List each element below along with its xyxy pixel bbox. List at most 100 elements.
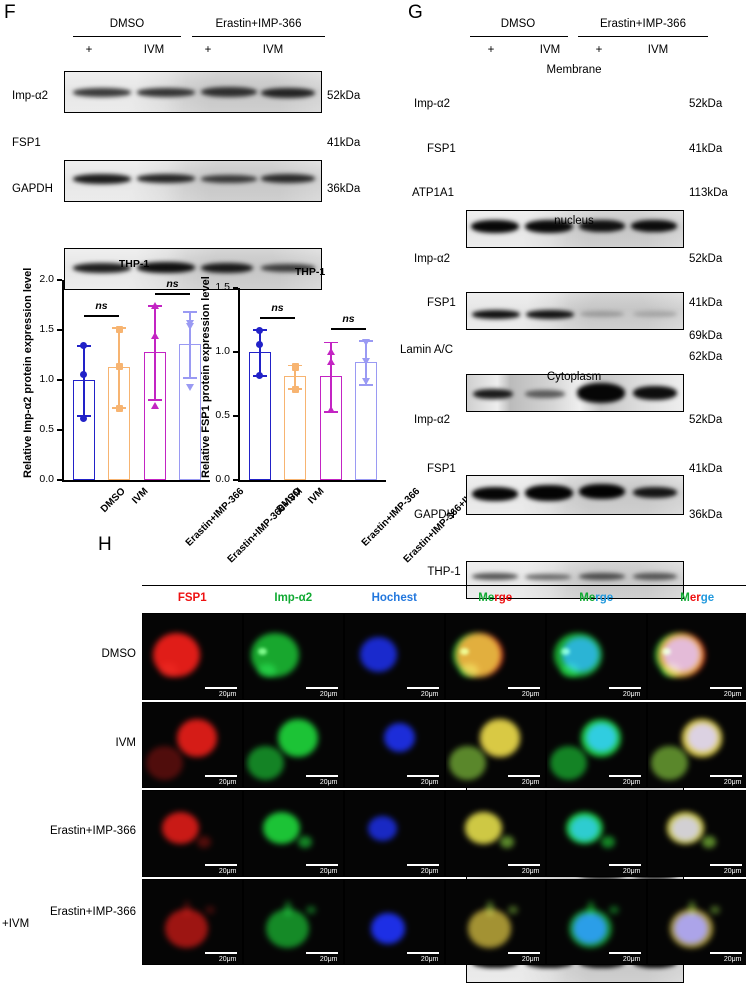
if-blob-blue bbox=[670, 815, 701, 841]
if-cell-r1-c3[interactable]: 20μm bbox=[445, 701, 546, 788]
if-cell-r2-c3[interactable]: 20μm bbox=[445, 790, 546, 877]
if-cell-r3-c1[interactable]: 20μm bbox=[243, 878, 344, 965]
if-cell-r3-c2[interactable]: 20μm bbox=[344, 878, 445, 965]
chart-1-errorbar bbox=[329, 341, 332, 411]
scale-bar bbox=[406, 775, 439, 777]
if-blob-red bbox=[197, 835, 211, 848]
chart-1-data-point bbox=[362, 378, 371, 386]
chart-0-ytick bbox=[57, 479, 62, 481]
scale-bar-label: 20μm bbox=[622, 867, 641, 875]
if-cell-r0-c0[interactable]: 20μm bbox=[142, 613, 243, 700]
if-cell-r3-c3[interactable]: 20μm bbox=[445, 878, 546, 965]
chart-0-errorbar-cap bbox=[147, 399, 162, 401]
panel-letter-g: G bbox=[408, 2, 423, 23]
if-punctum-green bbox=[459, 647, 469, 656]
if-blob-green bbox=[500, 835, 514, 848]
if-blob-green bbox=[702, 835, 716, 848]
if-blob-green bbox=[262, 812, 301, 845]
blot-g-group-header-dmso: DMSO bbox=[500, 18, 536, 30]
scale-bar bbox=[709, 775, 742, 777]
col-header-segment: Me bbox=[478, 592, 495, 604]
scale-bar bbox=[305, 952, 338, 954]
chart-1-data-point bbox=[256, 326, 264, 334]
if-cell-r0-c5[interactable]: 20μm bbox=[647, 613, 746, 700]
if-cell-r0-c4[interactable]: 20μm bbox=[546, 613, 647, 700]
scale-bar-label: 20μm bbox=[521, 956, 540, 963]
scale-bar bbox=[406, 686, 439, 689]
if-cell-r2-c4[interactable]: 20μm bbox=[546, 790, 647, 877]
if-cell-r3-c4[interactable]: 20μm bbox=[546, 878, 647, 965]
if-cell-r3-c0[interactable]: 20μm bbox=[142, 878, 243, 965]
panel-h-row-label-0: DMSO bbox=[0, 648, 137, 660]
chart-1-sig-label: ns bbox=[271, 301, 284, 314]
chart-0-data-point bbox=[115, 325, 123, 333]
panel-h-rule bbox=[142, 585, 746, 587]
col-header-segment: M bbox=[680, 592, 690, 604]
if-blob-red bbox=[159, 663, 178, 677]
if-blob-blue bbox=[554, 750, 583, 776]
blot-f-group-header-erastin: Erastin+IMP-366 bbox=[215, 18, 302, 30]
blot-f-row-label-gapdh: GAPDH bbox=[12, 183, 53, 195]
chart-0-data-point bbox=[115, 362, 123, 370]
scale-bar-label: 20μm bbox=[622, 779, 641, 786]
if-blob-blue bbox=[352, 750, 381, 776]
panel-h-col-header-5: Merge bbox=[647, 592, 746, 604]
if-blob-red bbox=[183, 900, 192, 916]
scale-bar-label: 20μm bbox=[319, 779, 338, 786]
blot-f-group-header-dmso: DMSO bbox=[109, 18, 145, 30]
if-cell-r2-c5[interactable]: 20μm bbox=[647, 790, 746, 877]
chart-0-ytick bbox=[57, 329, 62, 331]
scale-bar-label: 20μm bbox=[723, 867, 742, 875]
scale-bar bbox=[507, 686, 540, 689]
scale-bar-label: 20μm bbox=[723, 690, 742, 698]
blot-g-nuc-box-fsp1 bbox=[466, 561, 684, 599]
if-cell-r0-c1[interactable]: 20μm bbox=[243, 613, 344, 700]
blot-g-group-header-erastin: Erastin+IMP-366 bbox=[600, 18, 686, 30]
chart-1-xtick-label: Erastin+IMP-366 bbox=[359, 486, 423, 549]
blot-g-fraction-title-nucleus: nucleus bbox=[554, 215, 594, 227]
blot-g-nuc-mw-impa2: 52kDa bbox=[689, 253, 723, 265]
chart-0-xtick-label: DMSO bbox=[98, 486, 128, 515]
row-label-line2: +IVM bbox=[2, 917, 30, 930]
blot-g-cyt-mw-gapdh: 36kDa bbox=[689, 509, 723, 521]
if-cell-r0-c2[interactable]: 20μm bbox=[344, 613, 445, 700]
if-blob-green bbox=[246, 746, 285, 781]
scale-bar bbox=[608, 686, 641, 689]
chart-1-errorbar bbox=[294, 364, 297, 388]
blot-f-rule-erastin bbox=[192, 36, 325, 38]
if-cell-r1-c2[interactable]: 20μm bbox=[344, 701, 445, 788]
scale-bar bbox=[204, 952, 237, 954]
scale-bar-label: 20μm bbox=[521, 779, 540, 786]
if-cell-r0-c3[interactable]: 20μm bbox=[445, 613, 546, 700]
blot-f-lane-1: + bbox=[85, 44, 93, 56]
if-cell-r2-c1[interactable]: 20μm bbox=[243, 790, 344, 877]
if-cell-r1-c4[interactable]: 20μm bbox=[546, 701, 647, 788]
blot-g-fraction-title-cytoplasm: Cytoplasm bbox=[546, 371, 602, 383]
if-blob-green bbox=[508, 905, 518, 915]
chart-0-xaxis bbox=[62, 480, 210, 482]
blot-g-fraction-title-membrane: Membrane bbox=[546, 64, 602, 76]
chart-0-data-point bbox=[80, 370, 88, 378]
if-blob-red bbox=[205, 905, 215, 915]
if-blob-blue bbox=[383, 723, 415, 753]
chart-1-xtick-label: IVM bbox=[306, 486, 327, 507]
chart-0-ytick bbox=[57, 379, 62, 381]
panel-letter-h: H bbox=[98, 534, 112, 555]
scale-bar bbox=[406, 952, 439, 954]
chart-0-ytick-label: 2.0 bbox=[39, 273, 54, 285]
blot-g-cyt-mw-impa2: 52kDa bbox=[689, 414, 723, 426]
chart-0-ytick bbox=[57, 279, 62, 281]
if-cell-r2-c2[interactable]: 20μm bbox=[344, 790, 445, 877]
if-cell-r1-c5[interactable]: 20μm bbox=[647, 701, 746, 788]
blot-g-nuc-label-fsp1: FSP1 bbox=[427, 297, 456, 309]
chart-1-ytick bbox=[233, 351, 238, 353]
blot-f-lane-4: IVM bbox=[262, 44, 284, 56]
chart-0-errorbar bbox=[189, 311, 192, 377]
if-cell-r3-c5[interactable]: 20μm bbox=[647, 878, 746, 965]
if-cell-r1-c0[interactable]: 20μm bbox=[142, 701, 243, 788]
chart-1-ytick bbox=[233, 287, 238, 289]
if-cell-r1-c1[interactable]: 20μm bbox=[243, 701, 344, 788]
chart-1-data-point bbox=[256, 340, 264, 348]
if-cell-r2-c0[interactable]: 20μm bbox=[142, 790, 243, 877]
if-blob-blue bbox=[566, 664, 580, 675]
